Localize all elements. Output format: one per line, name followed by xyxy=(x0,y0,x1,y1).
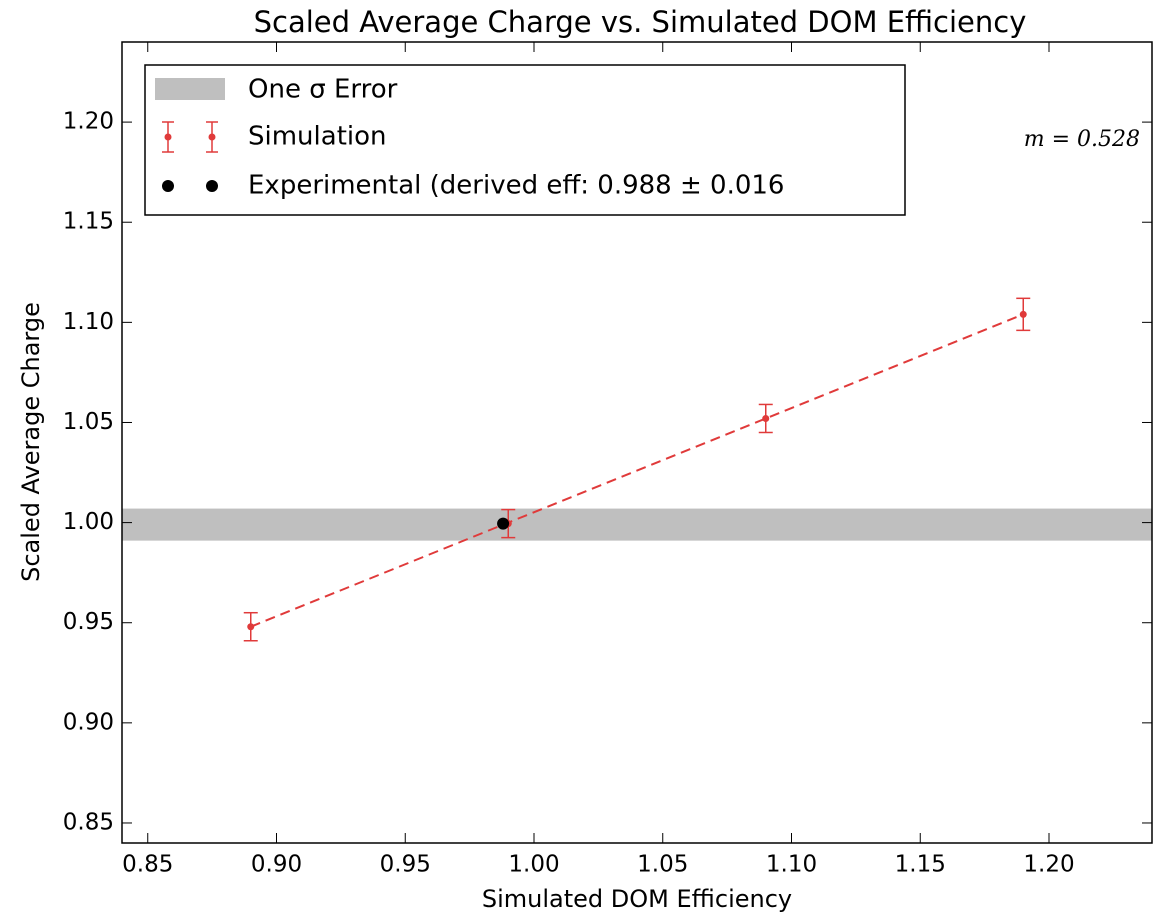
point xyxy=(1019,310,1027,318)
annotation: m = 0.528 xyxy=(1024,127,1140,152)
legend-label: Simulation xyxy=(248,122,387,152)
y-tick-label: 1.15 xyxy=(63,209,114,235)
x-tick-label: 0.85 xyxy=(122,852,173,878)
point xyxy=(762,414,770,422)
y-tick-label: 0.85 xyxy=(63,809,114,835)
x-tick-label: 1.15 xyxy=(895,852,946,878)
fit-line xyxy=(250,313,1024,628)
legend-marker xyxy=(164,133,172,141)
legend-marker xyxy=(208,133,216,141)
y-tick-label: 1.05 xyxy=(63,409,114,435)
y-tick-label: 1.20 xyxy=(63,109,114,135)
y-tick-label: 1.00 xyxy=(63,509,114,535)
y-tick-label: 0.95 xyxy=(63,609,114,635)
y-tick-label: 0.90 xyxy=(63,709,114,735)
x-tick-label: 0.95 xyxy=(380,852,431,878)
legend-marker xyxy=(206,180,218,192)
x-tick-label: 1.00 xyxy=(508,852,559,878)
chart-title: Scaled Average Charge vs. Simulated DOM … xyxy=(254,5,1027,39)
plot-frame xyxy=(121,41,1153,844)
x-tick-label: 1.10 xyxy=(766,852,817,878)
legend-label: Experimental (derived eff: 0.988 ± 0.016 xyxy=(248,171,784,201)
y-tick-label: 1.10 xyxy=(63,309,114,335)
x-axis-label: Simulated DOM Efficiency xyxy=(482,885,792,913)
point xyxy=(497,517,510,530)
x-tick-label: 0.90 xyxy=(251,852,302,878)
y-axis-label: Scaled Average Charge xyxy=(17,302,45,582)
legend-box xyxy=(144,64,906,216)
error-band xyxy=(122,508,1152,541)
legend-swatch xyxy=(155,78,225,100)
legend-marker xyxy=(162,180,174,192)
point xyxy=(247,623,255,631)
x-tick-label: 1.05 xyxy=(637,852,688,878)
legend-label: One σ Error xyxy=(248,75,398,105)
x-tick-label: 1.20 xyxy=(1023,852,1074,878)
